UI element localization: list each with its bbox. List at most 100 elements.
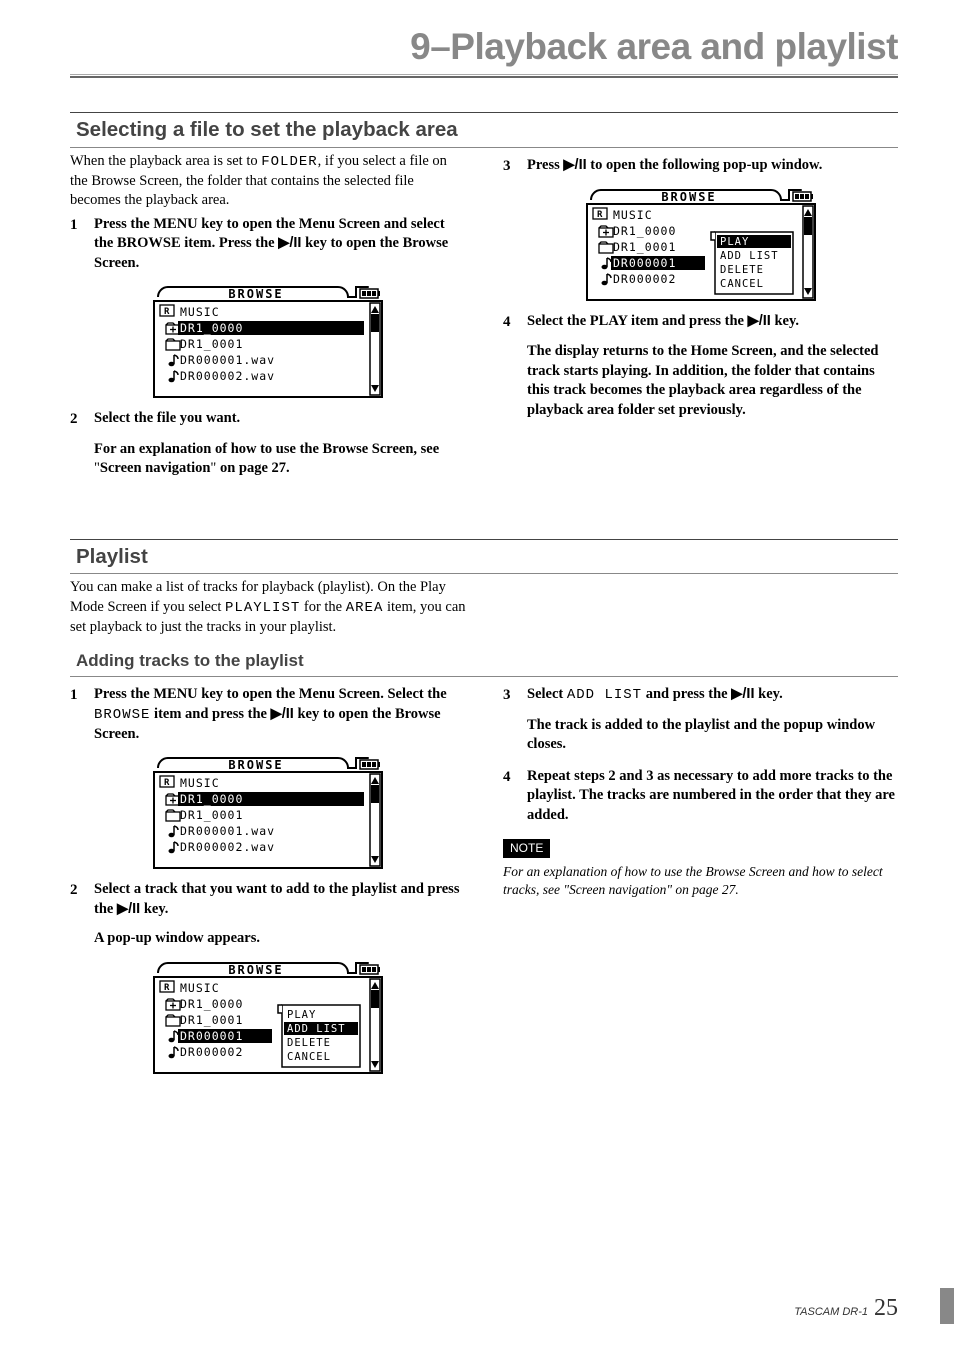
- svg-text:DR1_0000: DR1_0000: [613, 224, 676, 238]
- svg-text:ADD LIST: ADD LIST: [287, 1023, 346, 1035]
- step-num: 3: [503, 685, 517, 705]
- page-number: 25: [874, 1292, 898, 1324]
- txt: on page 27.: [216, 460, 289, 476]
- s2-step4: 4 Repeat steps 2 and 3 as necessary to a…: [503, 767, 898, 826]
- txt: Select: [527, 686, 567, 702]
- page-footer: TASCAM DR-1 25: [794, 1292, 898, 1324]
- thumb-tab: [940, 1288, 954, 1324]
- browse-screenshot-1: BROWSERMUSICDR1_0000DR1_0001DR000001.wav…: [150, 285, 386, 401]
- txt: Press: [527, 157, 563, 173]
- svg-text:DR1_0000: DR1_0000: [180, 997, 243, 1011]
- step-num: 2: [70, 409, 84, 429]
- txt: key.: [771, 313, 799, 329]
- svg-text:DR000002: DR000002: [613, 272, 676, 286]
- svg-text:DR000001.wav: DR000001.wav: [180, 824, 275, 838]
- s2-step3: 3 Select ADD LIST and press the ▶/II key…: [503, 685, 898, 705]
- svg-text:R: R: [597, 210, 603, 220]
- svg-text:DELETE: DELETE: [720, 264, 764, 276]
- section-playlist-title: Playlist: [70, 539, 898, 575]
- txt: Screen navigation: [100, 460, 211, 476]
- svg-text:R: R: [164, 983, 170, 993]
- txt: for the: [300, 599, 346, 615]
- browse-key: BROWSE: [117, 235, 181, 251]
- play-pause-icon: ▶/II: [271, 706, 294, 722]
- s2-step3-sub: The track is added to the playlist and t…: [527, 716, 898, 755]
- browse-screenshot-popup-2: BROWSE R MUSIC DR1_0000 DR1_0001 DR000001 DR00…: [150, 961, 386, 1077]
- s2-step2: 2 Select a track that you want to add to…: [70, 880, 465, 919]
- svg-text:MUSIC: MUSIC: [613, 208, 653, 222]
- svg-text:BROWSE: BROWSE: [228, 287, 283, 301]
- mono-folder: FOLDER: [261, 154, 317, 170]
- txt: key.: [755, 686, 783, 702]
- mono-playlist: PLAYLIST: [225, 600, 300, 616]
- svg-text:MUSIC: MUSIC: [180, 776, 220, 790]
- s1-step1: 1 Press the MENU key to open the Menu Sc…: [70, 215, 465, 274]
- svg-text:BROWSE: BROWSE: [661, 190, 716, 204]
- svg-text:DR1_0001: DR1_0001: [180, 337, 243, 351]
- s1-step3: 3 Press ▶/II to open the following pop-u…: [503, 156, 898, 176]
- note-text: For an explanation of how to use the Bro…: [503, 863, 898, 899]
- play-pause-icon: ▶/II: [748, 313, 771, 329]
- txt: key.: [140, 901, 168, 917]
- svg-text:DR000002.wav: DR000002.wav: [180, 840, 275, 854]
- mono-addlist: ADD LIST: [567, 687, 642, 703]
- step-num: 1: [70, 685, 84, 744]
- svg-text:DR1_0001: DR1_0001: [180, 808, 243, 822]
- step-num: 1: [70, 215, 84, 274]
- s1-step2: 2 Select the file you want.: [70, 409, 465, 429]
- txt: Repeat steps 2 and 3 as necessary to add…: [527, 767, 898, 826]
- txt: key to open the Menu Screen. Select the: [198, 686, 447, 702]
- play-pause-icon: ▶/II: [731, 686, 754, 702]
- section-selecting-title: Selecting a file to set the playback are…: [70, 112, 898, 148]
- menu-key: MENU: [153, 686, 197, 702]
- svg-text:MUSIC: MUSIC: [180, 981, 220, 995]
- step-num: 4: [503, 312, 517, 332]
- browse-screenshot-2: BROWSE R MUSIC DR1_0000 DR1_0001 DR000001.wav…: [150, 756, 386, 872]
- svg-text:DR1_0001: DR1_0001: [180, 1013, 243, 1027]
- svg-text:PLAY: PLAY: [720, 236, 749, 248]
- play-pause-icon: ▶/II: [117, 901, 140, 917]
- txt: to open the following pop-up window.: [587, 157, 823, 173]
- browse-screenshot-popup-1: BROWSE R MUSIC DR1_0000 DR1_0001 DR000001 DR00…: [583, 188, 819, 304]
- product-name: TASCAM DR-1: [794, 1305, 868, 1320]
- txt: Press the: [94, 686, 153, 702]
- section1-intro: When the playback area is set to FOLDER,…: [70, 152, 465, 211]
- s1-step4-sub: The display returns to the Home Screen, …: [527, 342, 898, 420]
- svg-text:R: R: [164, 307, 170, 317]
- svg-text:DR1_0001: DR1_0001: [613, 240, 676, 254]
- s2-step1: 1 Press the MENU key to open the Menu Sc…: [70, 685, 465, 744]
- svg-text:R: R: [164, 778, 170, 788]
- txt: item. Press the: [181, 235, 279, 251]
- mono-browse: BROWSE: [94, 707, 150, 723]
- step-num: 3: [503, 156, 517, 176]
- svg-text:DR000001: DR000001: [613, 256, 676, 270]
- svg-text:ADD LIST: ADD LIST: [720, 250, 779, 262]
- svg-text:MUSIC: MUSIC: [180, 305, 220, 319]
- play-pause-icon: ▶/II: [278, 235, 301, 251]
- step-num: 2: [70, 880, 84, 919]
- txt: For an explanation of how to use the Bro…: [94, 441, 439, 457]
- subsection-adding-tracks: Adding tracks to the playlist: [70, 647, 898, 677]
- section2-intro: You can make a list of tracks for playba…: [70, 578, 470, 637]
- txt: Select the PLAY item and press the: [527, 313, 748, 329]
- txt: Press the: [94, 216, 153, 232]
- chapter-header: 9–Playback area and playlist: [70, 22, 898, 78]
- svg-text:CANCEL: CANCEL: [720, 278, 764, 290]
- chapter-title: 9–Playback area and playlist: [70, 22, 898, 75]
- svg-text:DR000002: DR000002: [180, 1045, 243, 1059]
- play-pause-icon: ▶/II: [563, 157, 586, 173]
- note-label: NOTE: [503, 839, 550, 857]
- svg-text:BROWSE: BROWSE: [228, 758, 283, 772]
- txt: item and press the: [150, 706, 270, 722]
- svg-text:DR000002.wav: DR000002.wav: [180, 369, 275, 383]
- step-num: 4: [503, 767, 517, 826]
- svg-text:CANCEL: CANCEL: [287, 1051, 331, 1063]
- s2-step2-sub: A pop-up window appears.: [94, 929, 465, 949]
- svg-text:BROWSE: BROWSE: [228, 963, 283, 977]
- svg-text:DR000001: DR000001: [180, 1029, 243, 1043]
- svg-text:DR000001.wav: DR000001.wav: [180, 353, 275, 367]
- s1-step4: 4 Select the PLAY item and press the ▶/I…: [503, 312, 898, 332]
- svg-text:DR1_0000: DR1_0000: [180, 792, 243, 806]
- txt: Select the file you want.: [94, 409, 465, 429]
- txt: and press the: [642, 686, 731, 702]
